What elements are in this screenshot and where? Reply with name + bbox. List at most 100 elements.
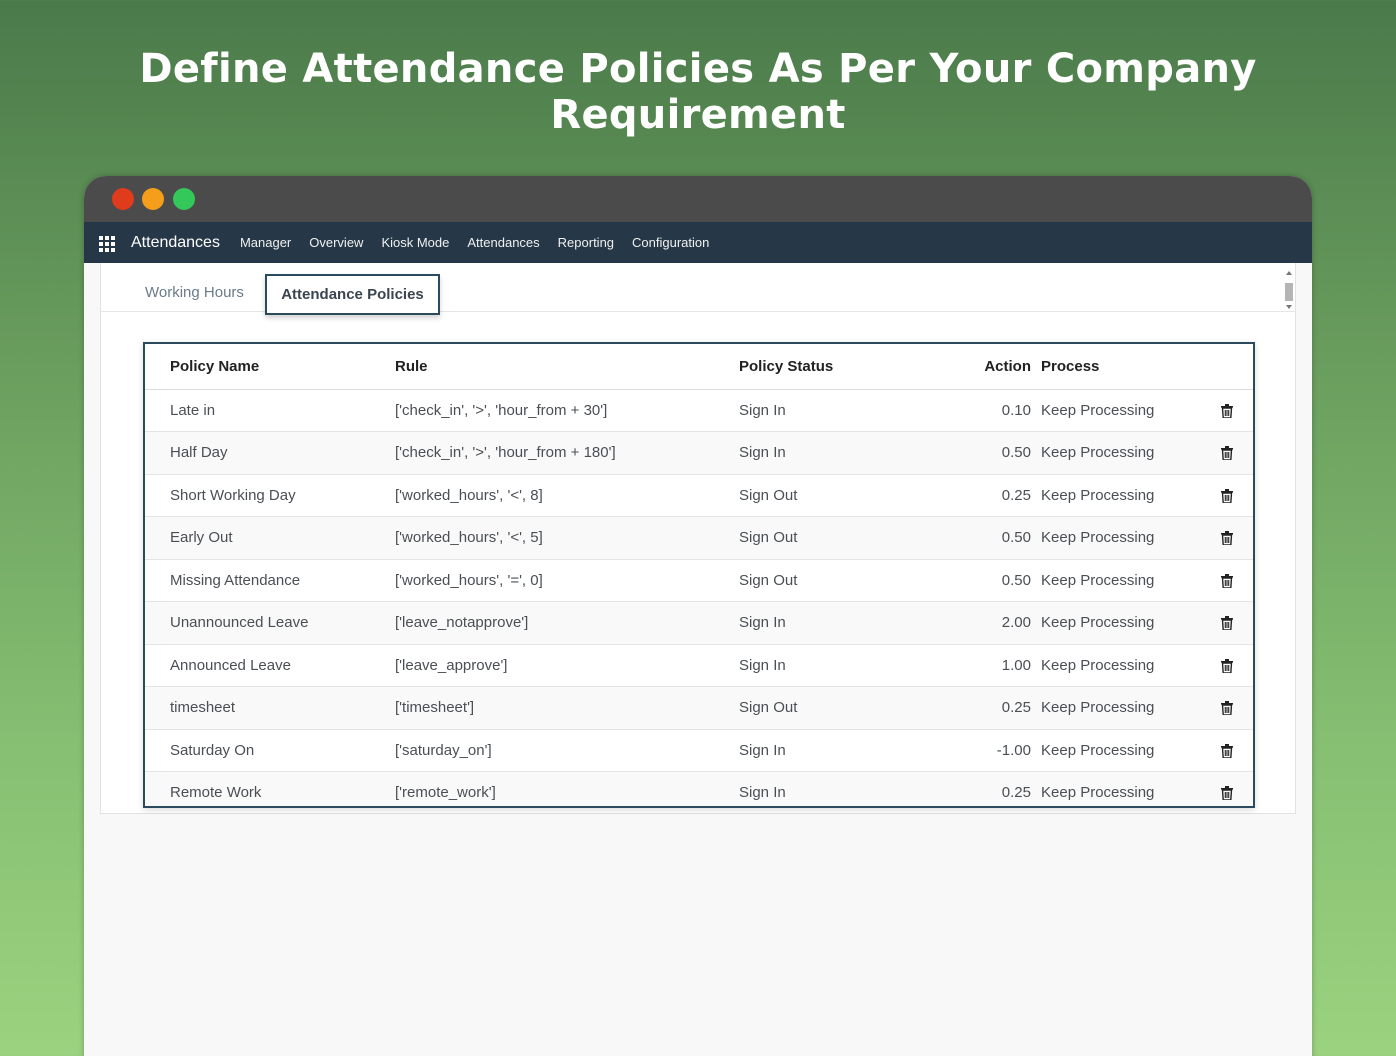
menu-item-configuration[interactable]: Configuration [632,235,710,250]
cell-policy-status[interactable]: Sign In [739,601,949,645]
cell-process[interactable]: Keep Processing [1041,771,1201,806]
cell-policy-status[interactable]: Sign In [739,389,949,432]
cell-rule[interactable]: ['saturday_on'] [395,729,739,772]
trash-icon[interactable] [1221,403,1233,418]
table-row[interactable]: timesheet ['timesheet'] Sign Out 0.25 Keep P… [145,686,1253,730]
cell-action[interactable]: 0.25 [949,686,1041,730]
table-row[interactable]: Missing Attendance ['worked_hours', '=', … [145,559,1253,602]
delete-row-button[interactable] [1201,644,1253,687]
cell-process[interactable]: Keep Processing [1041,686,1201,730]
cell-policy-name[interactable]: Half Day [145,431,395,475]
menu-item-reporting[interactable]: Reporting [557,235,615,250]
apps-grid-icon[interactable] [99,235,115,252]
cell-process[interactable]: Keep Processing [1041,559,1201,602]
delete-row-button[interactable] [1201,474,1253,517]
menu-item-manager[interactable]: Manager [239,235,292,250]
delete-row-button[interactable] [1201,559,1253,602]
cell-rule[interactable]: ['timesheet'] [395,686,739,730]
trash-icon[interactable] [1221,573,1233,588]
delete-row-button[interactable] [1201,729,1253,772]
cell-action[interactable]: 0.50 [949,431,1041,475]
cell-policy-status[interactable]: Sign In [739,644,949,687]
cell-policy-status[interactable]: Sign Out [739,559,949,602]
cell-process[interactable]: Keep Processing [1041,729,1201,772]
cell-rule[interactable]: ['check_in', '>', 'hour_from + 180'] [395,431,739,475]
header-rule[interactable]: Rule [395,344,739,390]
cell-policy-status[interactable]: Sign Out [739,474,949,517]
trash-icon[interactable] [1221,488,1233,503]
cell-policy-status[interactable]: Sign In [739,729,949,772]
trash-icon[interactable] [1221,743,1233,758]
maximize-window-button[interactable] [173,188,195,210]
app-brand[interactable]: Attendances [131,233,220,251]
cell-process[interactable]: Keep Processing [1041,516,1201,560]
table-row[interactable]: Announced Leave ['leave_approve'] Sign In 1… [145,644,1253,687]
cell-process[interactable]: Keep Processing [1041,389,1201,432]
cell-policy-status[interactable]: Sign Out [739,516,949,560]
cell-action[interactable]: 2.00 [949,601,1041,645]
header-process[interactable]: Process [1041,344,1201,390]
scrollbar[interactable] [1284,271,1295,311]
trash-icon[interactable] [1221,616,1233,631]
cell-action[interactable]: 0.50 [949,516,1041,560]
header-action[interactable]: Action [949,344,1041,390]
cell-rule[interactable]: ['check_in', '>', 'hour_from + 30'] [395,389,739,432]
cell-policy-name[interactable]: Early Out [145,516,395,560]
cell-action[interactable]: 0.10 [949,389,1041,432]
cell-action[interactable]: -1.00 [949,729,1041,772]
table-row[interactable]: Remote Work ['remote_work'] Sign In 0.25 Kee… [145,771,1253,806]
cell-policy-name[interactable]: Missing Attendance [145,559,395,602]
scroll-down-arrow-icon[interactable] [1286,305,1292,309]
cell-policy-status[interactable]: Sign In [739,431,949,475]
scroll-up-arrow-icon[interactable] [1286,271,1292,275]
cell-policy-name[interactable]: Late in [145,389,395,432]
header-policy-status[interactable]: Policy Status [739,344,949,390]
header-policy-name[interactable]: Policy Name [145,344,395,390]
cell-action[interactable]: 1.00 [949,644,1041,687]
cell-policy-name[interactable]: Unannounced Leave [145,601,395,645]
delete-row-button[interactable] [1201,686,1253,730]
table-row[interactable]: Short Working Day ['worked_hours', '<', 8… [145,474,1253,517]
trash-icon[interactable] [1221,446,1233,461]
cell-policy-name[interactable]: Saturday On [145,729,395,772]
cell-rule[interactable]: ['worked_hours', '<', 8] [395,474,739,517]
table-row[interactable]: Late in ['check_in', '>', 'hour_from + 30… [145,389,1253,432]
cell-rule[interactable]: ['worked_hours', '=', 0] [395,559,739,602]
delete-row-button[interactable] [1201,431,1253,475]
minimize-window-button[interactable] [142,188,164,210]
cell-process[interactable]: Keep Processing [1041,644,1201,687]
delete-row-button[interactable] [1201,389,1253,432]
delete-row-button[interactable] [1201,771,1253,806]
cell-action[interactable]: 0.50 [949,559,1041,602]
cell-action[interactable]: 0.25 [949,771,1041,806]
tab-working-hours[interactable]: Working Hours [145,284,244,301]
table-row[interactable]: Half Day ['check_in', '>', 'hour_from + 1… [145,431,1253,475]
cell-policy-name[interactable]: Short Working Day [145,474,395,517]
cell-rule[interactable]: ['leave_approve'] [395,644,739,687]
cell-action[interactable]: 0.25 [949,474,1041,517]
cell-rule[interactable]: ['leave_notapprove'] [395,601,739,645]
menu-item-attendances[interactable]: Attendances [467,235,540,250]
cell-process[interactable]: Keep Processing [1041,474,1201,517]
cell-rule[interactable]: ['remote_work'] [395,771,739,806]
table-row[interactable]: Unannounced Leave ['leave_notapprove'] Sig… [145,601,1253,645]
trash-icon[interactable] [1221,786,1233,801]
delete-row-button[interactable] [1201,601,1253,645]
trash-icon[interactable] [1221,658,1233,673]
menu-item-kiosk-mode[interactable]: Kiosk Mode [381,235,450,250]
cell-policy-name[interactable]: Announced Leave [145,644,395,687]
cell-process[interactable]: Keep Processing [1041,431,1201,475]
cell-policy-status[interactable]: Sign In [739,771,949,806]
table-row[interactable]: Early Out ['worked_hours', '<', 5] Sign Ou… [145,516,1253,560]
cell-policy-name[interactable]: timesheet [145,686,395,730]
trash-icon[interactable] [1221,531,1233,546]
cell-policy-status[interactable]: Sign Out [739,686,949,730]
tab-attendance-policies[interactable]: Attendance Policies [265,274,440,315]
cell-policy-name[interactable]: Remote Work [145,771,395,806]
table-row[interactable]: Saturday On ['saturday_on'] Sign In -1.00 Ke… [145,729,1253,772]
close-window-button[interactable] [112,188,134,210]
trash-icon[interactable] [1221,701,1233,716]
cell-process[interactable]: Keep Processing [1041,601,1201,645]
cell-rule[interactable]: ['worked_hours', '<', 5] [395,516,739,560]
scroll-thumb[interactable] [1285,283,1293,301]
